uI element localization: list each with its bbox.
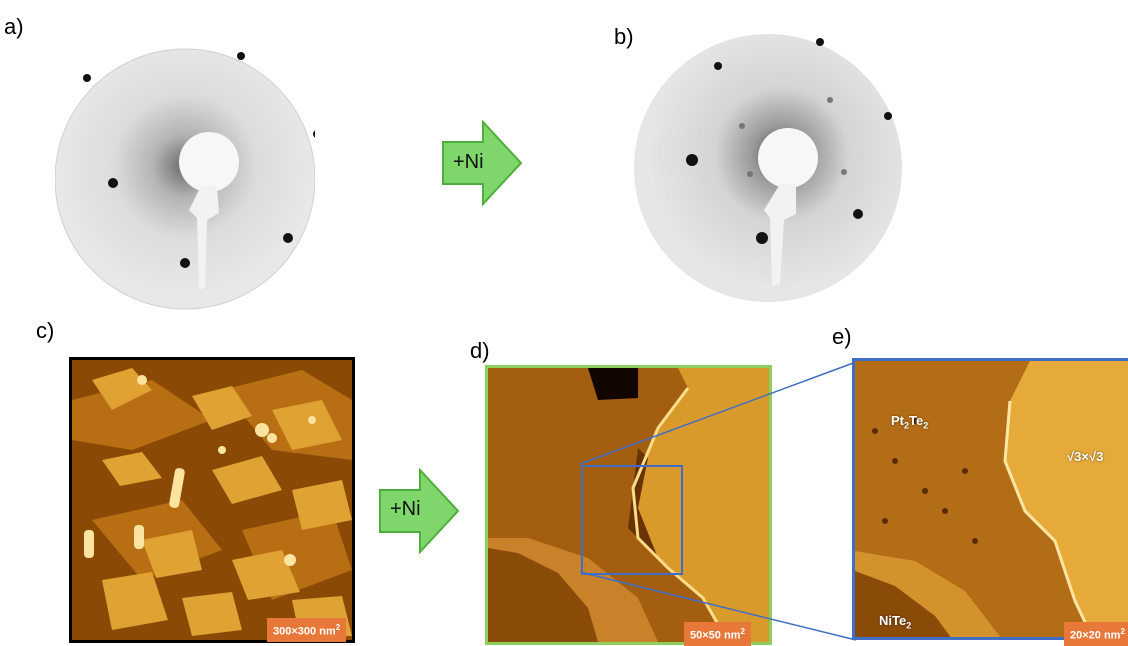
scale-bar-d: 50×50 nm2 <box>684 622 751 646</box>
label-nite2: NiTe2 <box>879 613 912 631</box>
zoom-region-box <box>581 465 683 575</box>
scale-bar-e: 20×20 nm2 <box>1064 622 1128 646</box>
arrow-label: +Ni <box>390 498 421 520</box>
stm-image-e: Pt2Te2 √3×√3 NiTe2 <box>852 358 1128 640</box>
leed-pattern-a <box>55 48 315 310</box>
arrow-label: +Ni <box>453 151 484 173</box>
stm-image-c <box>69 357 355 643</box>
panel-label-c: c) <box>36 318 55 343</box>
arrow-right-icon <box>442 120 523 206</box>
label-sqrt3: √3×√3 <box>1067 449 1104 464</box>
label-pt2te2: Pt2Te2 <box>891 413 929 431</box>
leed-pattern-b <box>634 34 902 302</box>
panel-label-e: e) <box>832 324 852 349</box>
panel-label-b: b) <box>614 24 634 49</box>
scale-bar-c: 300×300 nm2 <box>267 618 347 642</box>
panel-label-a: a) <box>4 14 24 39</box>
arrow-right-icon <box>379 468 460 554</box>
stm-image-d <box>485 365 772 645</box>
diffraction-spot <box>83 74 91 82</box>
panel-label-d: d) <box>470 338 490 363</box>
